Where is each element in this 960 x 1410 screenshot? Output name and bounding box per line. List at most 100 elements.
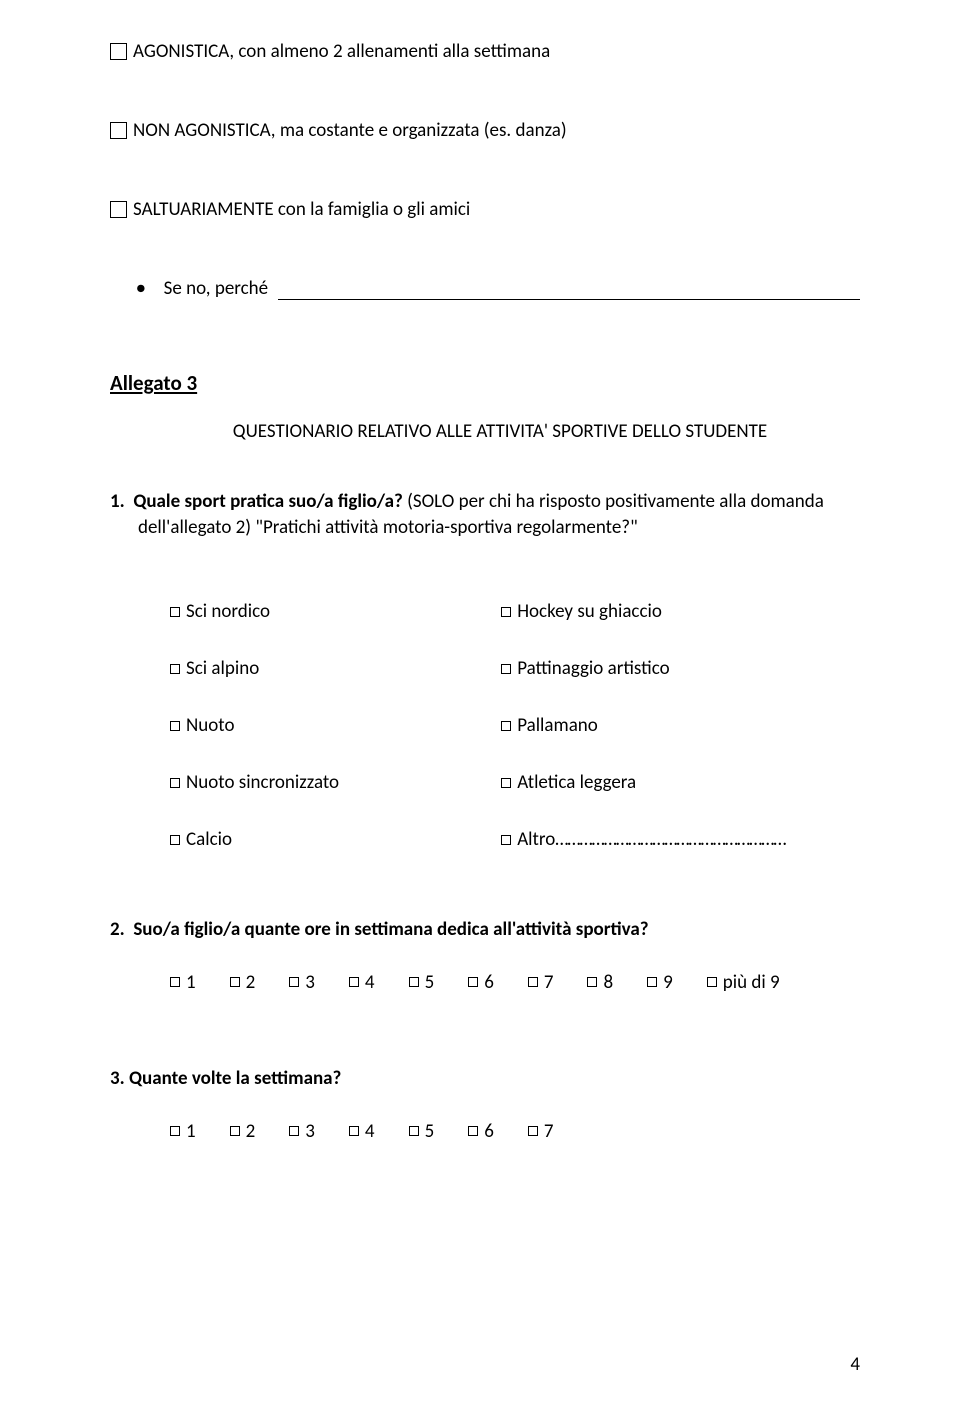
heading-allegato: Allegato 3 bbox=[110, 370, 860, 396]
sport-option[interactable]: Nuoto bbox=[170, 714, 501, 737]
hours-option[interactable]: 6 bbox=[468, 971, 494, 994]
question-2: 2. Suo/a figlio/a quante ore in settiman… bbox=[110, 917, 860, 943]
checkbox-box bbox=[110, 122, 127, 139]
checkbox-small-icon bbox=[230, 977, 240, 987]
opt-label: 7 bbox=[544, 971, 554, 994]
checkbox-small-icon bbox=[170, 1126, 180, 1136]
checkbox-label: SALTUARIAMENTE con la famiglia o gli ami… bbox=[133, 198, 860, 221]
bullet-dot-icon: ● bbox=[136, 278, 146, 300]
subtitle-questionario: QUESTIONARIO RELATIVO ALLE ATTIVITA' SPO… bbox=[110, 420, 860, 443]
checkbox-saltuariamente[interactable]: SALTUARIAMENTE con la famiglia o gli ami… bbox=[110, 198, 860, 221]
sport-label: Calcio bbox=[186, 828, 232, 851]
hours-option[interactable]: 2 bbox=[230, 971, 256, 994]
sports-col-left: Sci nordico Sci alpino Nuoto Nuoto sincr… bbox=[170, 600, 501, 851]
times-option[interactable]: 6 bbox=[468, 1120, 494, 1143]
times-option[interactable]: 4 bbox=[349, 1120, 375, 1143]
times-option[interactable]: 1 bbox=[170, 1120, 196, 1143]
sport-label: Nuoto sincronizzato bbox=[186, 771, 339, 794]
checkbox-small-icon bbox=[230, 1126, 240, 1136]
checkbox-small-icon bbox=[170, 835, 180, 845]
checkbox-small-icon bbox=[501, 664, 511, 674]
opt-label: 2 bbox=[246, 971, 256, 994]
sport-label: Hockey su ghiaccio bbox=[517, 600, 662, 623]
question-text: Quante volte la settimana? bbox=[129, 1067, 341, 1090]
sport-label: Pallamano bbox=[517, 714, 598, 737]
sport-option-altro[interactable]: Altro………………………………………………… bbox=[501, 828, 832, 851]
checkbox-small-icon bbox=[289, 1126, 299, 1136]
altro-dots: ………………………………………………… bbox=[555, 828, 785, 851]
checkbox-agonistica[interactable]: AGONISTICA, con almeno 2 allenamenti all… bbox=[110, 40, 860, 63]
checkbox-small-icon bbox=[349, 977, 359, 987]
q2-options-row: 1 2 3 4 5 6 7 8 9 più di 9 bbox=[110, 971, 860, 994]
checkbox-small-icon bbox=[528, 1126, 538, 1136]
opt-label: 9 bbox=[663, 971, 673, 994]
bullet-se-no: ● Se no, perché bbox=[110, 277, 860, 300]
checkbox-small-icon bbox=[468, 1126, 478, 1136]
sport-option[interactable]: Sci nordico bbox=[170, 600, 501, 623]
opt-label: 8 bbox=[603, 971, 613, 994]
opt-label: 6 bbox=[484, 971, 494, 994]
checkbox-non-agonistica[interactable]: NON AGONISTICA, ma costante e organizzat… bbox=[110, 119, 860, 142]
checkbox-small-icon bbox=[170, 607, 180, 617]
opt-label: 4 bbox=[365, 1120, 375, 1143]
checkbox-small-icon bbox=[501, 835, 511, 845]
hours-option[interactable]: 1 bbox=[170, 971, 196, 994]
checkbox-small-icon bbox=[707, 977, 717, 987]
sport-option[interactable]: Nuoto sincronizzato bbox=[170, 771, 501, 794]
sport-option[interactable]: Sci alpino bbox=[170, 657, 501, 680]
hours-option[interactable]: più di 9 bbox=[707, 971, 780, 994]
hours-option[interactable]: 8 bbox=[587, 971, 613, 994]
checkbox-label: NON AGONISTICA, ma costante e organizzat… bbox=[133, 119, 860, 142]
opt-label: 4 bbox=[365, 971, 375, 994]
hours-option[interactable]: 5 bbox=[409, 971, 435, 994]
times-option[interactable]: 5 bbox=[409, 1120, 435, 1143]
checkbox-small-icon bbox=[468, 977, 478, 987]
checkbox-small-icon bbox=[587, 977, 597, 987]
sport-label-altro: Altro bbox=[517, 828, 555, 851]
sports-col-right: Hockey su ghiaccio Pattinaggio artistico… bbox=[501, 600, 832, 851]
sport-option[interactable]: Pallamano bbox=[501, 714, 832, 737]
checkbox-small-icon bbox=[289, 977, 299, 987]
sport-option[interactable]: Calcio bbox=[170, 828, 501, 851]
checkbox-small-icon bbox=[501, 721, 511, 731]
times-option[interactable]: 7 bbox=[528, 1120, 554, 1143]
opt-label: 5 bbox=[425, 971, 435, 994]
checkbox-small-icon bbox=[170, 778, 180, 788]
underline-input[interactable] bbox=[278, 282, 860, 300]
question-3: 3. Quante volte la settimana? bbox=[110, 1066, 860, 1092]
checkbox-small-icon bbox=[501, 778, 511, 788]
question-bold: Quale sport pratica suo/a figlio/a? bbox=[133, 490, 402, 513]
checkbox-small-icon bbox=[528, 977, 538, 987]
checkbox-box bbox=[110, 43, 127, 60]
question-number: 3. bbox=[110, 1067, 125, 1090]
hours-option[interactable]: 9 bbox=[647, 971, 673, 994]
hours-option[interactable]: 4 bbox=[349, 971, 375, 994]
question-1: 1. Quale sport pratica suo/a figlio/a? (… bbox=[110, 489, 860, 540]
checkbox-small-icon bbox=[170, 977, 180, 987]
hours-option[interactable]: 3 bbox=[289, 971, 315, 994]
opt-label: 6 bbox=[484, 1120, 494, 1143]
opt-label: più di 9 bbox=[723, 971, 780, 994]
sport-label: Nuoto bbox=[186, 714, 234, 737]
sport-label: Sci alpino bbox=[186, 657, 259, 680]
opt-label: 1 bbox=[186, 1120, 196, 1143]
sport-option[interactable]: Pattinaggio artistico bbox=[501, 657, 832, 680]
checkbox-small-icon bbox=[409, 1126, 419, 1136]
checkbox-label: AGONISTICA, con almeno 2 allenamenti all… bbox=[133, 40, 860, 63]
times-option[interactable]: 2 bbox=[230, 1120, 256, 1143]
times-option[interactable]: 3 bbox=[289, 1120, 315, 1143]
hours-option[interactable]: 7 bbox=[528, 971, 554, 994]
sport-label: Sci nordico bbox=[186, 600, 270, 623]
sport-option[interactable]: Atletica leggera bbox=[501, 771, 832, 794]
opt-label: 3 bbox=[305, 971, 315, 994]
opt-label: 7 bbox=[544, 1120, 554, 1143]
bullet-label: Se no, perché bbox=[164, 277, 268, 300]
checkbox-small-icon bbox=[647, 977, 657, 987]
checkbox-small-icon bbox=[170, 721, 180, 731]
checkbox-small-icon bbox=[501, 607, 511, 617]
checkbox-small-icon bbox=[349, 1126, 359, 1136]
sport-option[interactable]: Hockey su ghiaccio bbox=[501, 600, 832, 623]
sport-label: Atletica leggera bbox=[517, 771, 636, 794]
question-text: Suo/a figlio/a quante ore in settimana d… bbox=[133, 918, 648, 941]
checkbox-small-icon bbox=[170, 664, 180, 674]
